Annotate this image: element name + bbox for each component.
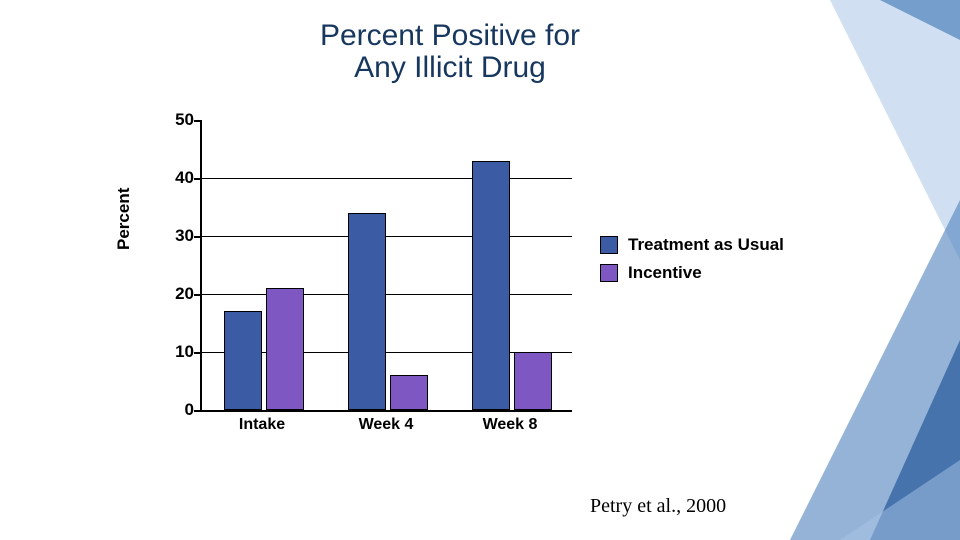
y-tick-label: 0 [158,400,194,420]
y-tick-label: 30 [158,226,194,246]
y-tick-mark [194,120,202,122]
legend: Treatment as Usual Incentive [600,235,784,291]
legend-label: Treatment as Usual [628,235,784,255]
chart-title: Percent Positive for Any Illicit Drug [250,20,650,83]
gridline [202,178,572,179]
bar-treatment-as-usual-week-4 [348,213,386,410]
gridline [202,236,572,237]
y-tick-label: 20 [158,284,194,304]
title-line-2: Any Illicit Drug [354,51,546,84]
y-tick-label: 50 [158,110,194,130]
x-category-label: Week 8 [470,416,550,434]
y-tick-mark [194,410,202,412]
y-tick-mark [194,236,202,238]
bar-treatment-as-usual-intake [224,311,262,410]
title-line-1: Percent Positive for [320,19,580,52]
x-category-label: Week 4 [346,416,426,434]
background-decor [760,0,960,540]
bar-incentive-week-4 [390,375,428,410]
legend-item: Incentive [600,263,784,283]
y-tick-label: 10 [158,342,194,362]
bar-incentive-intake [266,288,304,410]
y-tick-mark [194,178,202,180]
gridline [202,294,572,295]
y-tick-mark [194,352,202,354]
bar-treatment-as-usual-week-8 [472,161,510,410]
y-axis-label: Percent [114,188,134,250]
x-category-label: Intake [222,416,302,434]
plot-region: 01020304050 [200,120,572,412]
legend-label: Incentive [628,263,702,283]
legend-swatch [600,264,618,282]
legend-item: Treatment as Usual [600,235,784,255]
y-tick-label: 40 [158,168,194,188]
bar-incentive-week-8 [514,352,552,410]
legend-swatch [600,236,618,254]
citation-text: Petry et al., 2000 [590,495,726,518]
y-tick-mark [194,294,202,296]
bar-chart: 01020304050 Intake Week 4 Week 8 [140,120,570,440]
